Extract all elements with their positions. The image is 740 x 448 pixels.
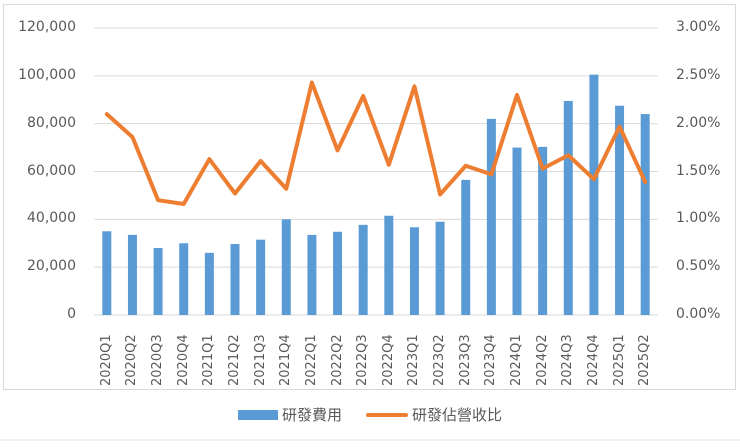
bar[interactable] [307,234,317,315]
x-axis-tick: 2025Q2 [637,334,653,386]
legend-label-rd-expense: 研發費用 [281,406,342,424]
bar[interactable] [230,243,240,315]
bar[interactable] [153,248,163,315]
left-axis-tick: 80,000 [27,114,76,131]
bar[interactable] [358,224,368,315]
legend-item-rd-expense[interactable]: 研發費用 [237,404,342,425]
bar[interactable] [615,105,625,316]
x-axis-tick: 2021Q4 [278,334,294,386]
x-axis-tick: 2020Q4 [175,334,191,386]
x-axis-tick: 2021Q1 [201,334,217,386]
chart-frame [3,4,736,390]
left-axis-tick: 100,000 [18,66,76,83]
x-axis-tick: 2022Q1 [303,334,319,386]
x-axis-tick: 2021Q2 [227,334,242,386]
bar[interactable] [435,221,445,315]
left-axis-tick: 40,000 [27,210,76,227]
sheet-gridlines [0,439,740,441]
x-axis-tick: 2023Q2 [432,334,448,386]
x-axis-tick: 2023Q3 [457,334,473,386]
x-axis-tick: 2023Q4 [483,334,499,386]
bar[interactable] [538,146,548,315]
x-axis-tick: 2020Q2 [124,334,140,386]
x-axis-tick: 2025Q1 [611,334,627,386]
line-swatch-icon [366,412,408,417]
plot-area [94,27,658,316]
bar[interactable] [409,227,419,315]
ratio-line[interactable] [104,80,648,207]
left-axis-tick: 20,000 [27,258,76,275]
bar[interactable] [486,118,496,315]
bar[interactable] [179,243,189,315]
x-axis-tick: 2022Q3 [355,334,371,386]
left-axis-tick: 0 [67,306,76,322]
right-axis-tick: 2.50% [676,66,721,83]
bar[interactable] [127,234,137,315]
bar[interactable] [281,219,291,315]
left-axis-tick: 60,000 [27,162,76,179]
x-axis-tick: 2020Q1 [98,334,114,386]
bar[interactable] [384,215,394,315]
x-axis-tick: 2020Q3 [150,334,166,386]
right-axis-tick: 0.50% [676,258,721,275]
x-axis-tick: 2023Q1 [406,334,422,386]
legend: 研發費用 研發佔營收比 [0,404,740,425]
x-axis-tick: 2024Q1 [509,334,524,386]
x-axis-tick: 2024Q3 [560,334,576,386]
x-axis-tick: 2022Q2 [329,334,345,386]
right-axis-tick: 1.50% [676,162,721,179]
bar[interactable] [102,231,112,315]
bar[interactable] [333,231,343,315]
bar[interactable] [563,100,573,315]
bar[interactable] [204,252,214,315]
x-axis-tick: 2024Q4 [585,334,601,386]
bar[interactable] [512,147,522,315]
bar[interactable] [256,239,266,315]
bar[interactable] [461,179,471,315]
bar[interactable] [589,74,599,315]
x-axis-tick: 2024Q2 [534,334,550,386]
legend-label-rd-ratio: 研發佔營收比 [412,406,503,424]
right-axis-tick: 1.00% [676,210,721,227]
right-axis-tick: 3.00% [676,19,721,35]
bar[interactable] [640,114,650,315]
x-axis-tick: 2022Q4 [380,334,396,386]
right-axis-tick: 0.00% [676,306,721,322]
right-axis-tick: 2.00% [676,114,721,131]
bar-swatch-icon [237,409,278,420]
x-axis-tick: 2021Q3 [252,334,268,386]
legend-item-rd-ratio[interactable]: 研發佔營收比 [366,404,502,425]
left-axis-tick: 120,000 [18,19,76,35]
